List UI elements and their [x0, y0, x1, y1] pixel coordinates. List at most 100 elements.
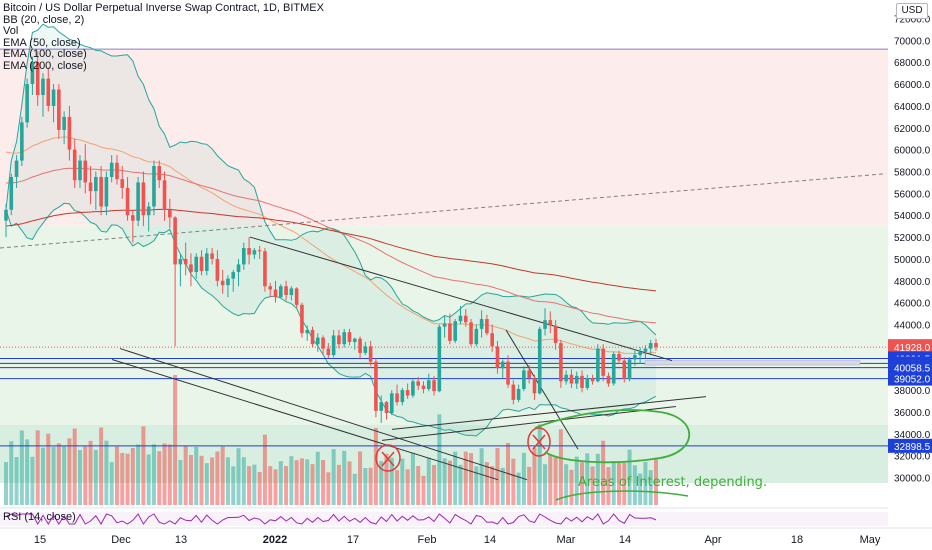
volume-bar — [379, 461, 384, 505]
candle-body — [352, 338, 357, 342]
vol-indicator-label[interactable]: Vol — [3, 25, 19, 37]
volume-bar — [400, 458, 405, 505]
descending-resistance-line — [249, 236, 673, 362]
candle-body — [220, 280, 225, 286]
volume-bar — [178, 460, 183, 505]
interest-underline — [555, 490, 689, 501]
candle-body — [315, 337, 320, 345]
price-tick-label: 46000.0 — [894, 299, 931, 310]
bb-indicator-label[interactable]: BB (20, close, 2) — [3, 13, 85, 26]
rsi-indicator-label[interactable]: RSI (14, close) — [3, 511, 76, 523]
candle-body — [405, 390, 410, 396]
rsi-band — [0, 512, 888, 526]
candle-body — [485, 319, 489, 334]
circle-low-1 — [375, 444, 401, 472]
ema50-indicator-label[interactable]: EMA (50, close) — [3, 36, 81, 49]
volume-bar — [183, 446, 188, 505]
candle-body — [104, 176, 109, 207]
candle-body — [648, 343, 653, 349]
candle-body — [511, 384, 516, 400]
price-axis-bg — [888, 0, 932, 510]
volume-bar — [125, 453, 130, 505]
last-price-label: 41928.0 — [894, 343, 931, 354]
candle-body — [109, 162, 114, 177]
candle-body — [574, 375, 579, 384]
volume-bar — [210, 457, 215, 505]
candle-body — [437, 326, 442, 392]
candle-body — [300, 304, 304, 334]
rsi-line — [5, 513, 657, 526]
time-tick-label: Apr — [704, 534, 721, 546]
candle-body — [442, 323, 447, 327]
rsi-pane — [0, 507, 888, 526]
candle-body — [99, 176, 103, 207]
volume-bar — [654, 457, 658, 505]
price-tick-label: 52000.0 — [894, 233, 931, 244]
candle-body — [654, 343, 658, 348]
volume-bar — [231, 466, 236, 505]
volume-bar — [278, 461, 283, 505]
candle-body — [400, 390, 405, 403]
time-tick-label: 13 — [175, 534, 187, 546]
volume-bar — [347, 461, 352, 505]
candle-body — [284, 286, 288, 295]
time-tick-label: 14 — [484, 534, 496, 546]
volume-bar — [574, 456, 579, 505]
volume-bar — [130, 448, 135, 505]
volume-bar — [484, 462, 489, 505]
horizontal-levels — [0, 346, 888, 447]
volume-bar — [368, 467, 373, 505]
candle-body — [379, 402, 384, 411]
time-tick-label: Dec — [111, 534, 131, 546]
volume-bar — [141, 426, 146, 505]
candle-body — [41, 78, 45, 95]
volume-bar — [648, 470, 653, 505]
candle-body — [168, 209, 172, 218]
price-tick-label: 64000.0 — [894, 102, 931, 113]
candle-body — [331, 335, 336, 356]
candle-body — [532, 378, 537, 394]
volume-bar — [25, 439, 30, 505]
volume-bar — [204, 463, 209, 505]
volume-bar — [14, 457, 19, 505]
hand-drawings — [375, 409, 690, 501]
interest-loop — [534, 409, 690, 464]
price-tick-label: 62000.0 — [894, 124, 931, 135]
level-price-box — [888, 360, 932, 375]
volume-bar — [136, 444, 141, 505]
candle-body — [215, 258, 220, 281]
candle-body — [548, 320, 553, 326]
trend-lines[interactable] — [0, 173, 887, 481]
volume-bar — [389, 457, 394, 505]
volume-bar — [405, 469, 410, 505]
currency-badge[interactable]: USD — [896, 3, 928, 19]
volume-bar — [146, 454, 151, 505]
volume-bar — [553, 457, 558, 505]
volume-bar — [500, 467, 505, 505]
volume-bar — [262, 434, 267, 505]
candle-body — [205, 253, 209, 271]
candle-body — [580, 375, 584, 388]
volume-bar — [606, 467, 611, 505]
volume-bar — [241, 457, 246, 505]
candle-body — [506, 361, 510, 385]
candle-body — [178, 258, 183, 265]
ema50-line — [5, 136, 657, 355]
volume-bar — [516, 472, 521, 505]
price-tick-label: 30000.0 — [894, 474, 931, 485]
volume-bar — [151, 444, 156, 505]
ema200-indicator-label[interactable]: EMA (200, close) — [3, 59, 87, 72]
symbol-title[interactable]: Bitcoin / US Dollar Perpetual Inverse Sw… — [3, 2, 324, 14]
volume-bar — [62, 446, 67, 505]
price-axis[interactable]: 72000.0 70000.0 68000.0 66000.0 64000.0 62000… — [888, 0, 932, 510]
ema100-indicator-label[interactable]: EMA (100, close) — [3, 48, 87, 60]
time-axis[interactable]: 15 Dec 13 2022 17 Feb 14 Mar 14 Apr 18 May — [0, 527, 932, 546]
candle-body — [638, 351, 642, 356]
candle-body — [199, 256, 204, 271]
volume-bar — [56, 443, 61, 505]
volume-bar — [585, 453, 590, 505]
volume-bar — [342, 450, 347, 505]
candle-body — [585, 378, 590, 388]
volume-bar — [336, 464, 341, 505]
